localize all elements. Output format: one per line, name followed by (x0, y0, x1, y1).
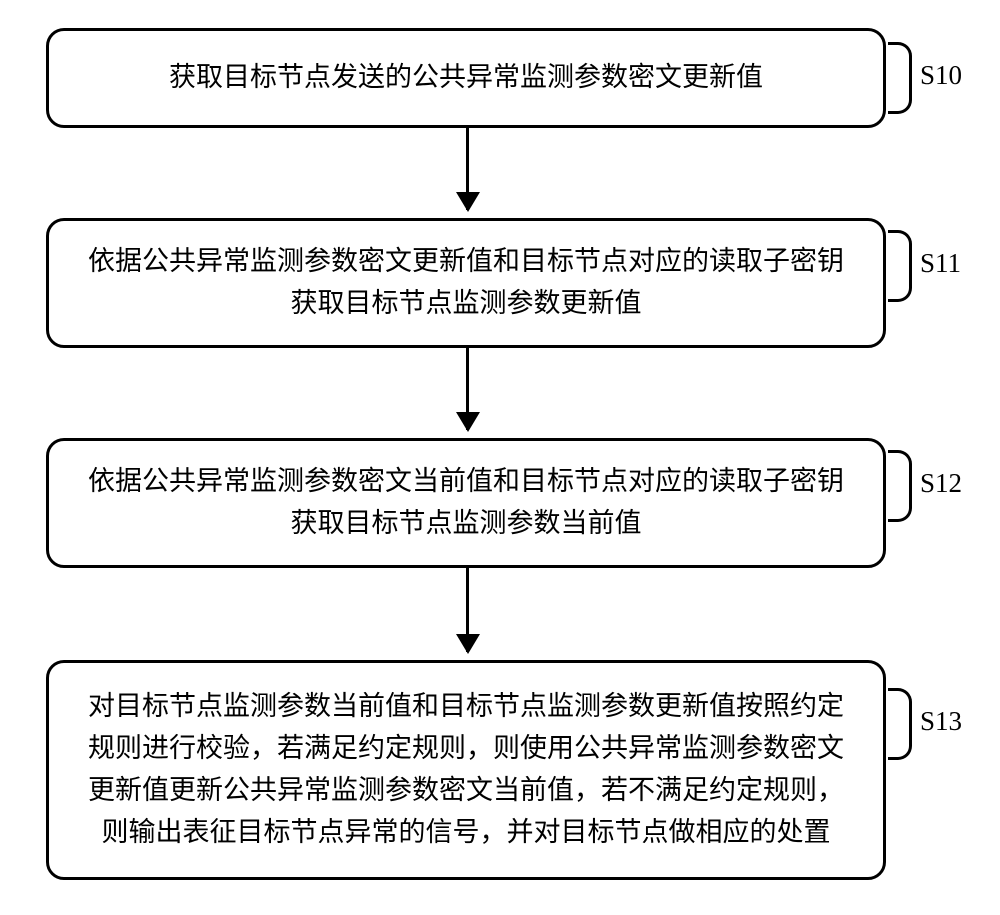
flow-arrow (466, 128, 469, 210)
flow-node-text: 依据公共异常监测参数密文更新值和目标节点对应的读取子密钥获取目标节点监测参数更新… (79, 241, 853, 325)
flow-node-s12: 依据公共异常监测参数密文当前值和目标节点对应的读取子密钥获取目标节点监测参数当前… (46, 438, 886, 568)
flow-node-tag-s12: S12 (920, 468, 962, 499)
flow-node-tag-s10: S10 (920, 60, 962, 91)
flow-node-tag-s11: S11 (920, 248, 961, 279)
flow-arrow (466, 568, 469, 652)
flow-node-s11: 依据公共异常监测参数密文更新值和目标节点对应的读取子密钥获取目标节点监测参数更新… (46, 218, 886, 348)
label-brace (888, 450, 912, 522)
flow-node-text: 依据公共异常监测参数密文当前值和目标节点对应的读取子密钥获取目标节点监测参数当前… (79, 461, 853, 545)
label-brace (888, 42, 912, 114)
flow-node-tag-s13: S13 (920, 706, 962, 737)
flow-node-text: 对目标节点监测参数当前值和目标节点监测参数更新值按照约定规则进行校验，若满足约定… (79, 686, 853, 853)
flowchart-canvas: 获取目标节点发送的公共异常监测参数密文更新值 S10 依据公共异常监测参数密文更… (0, 0, 1000, 915)
flow-node-text: 获取目标节点发送的公共异常监测参数密文更新值 (169, 57, 763, 99)
flow-node-s10: 获取目标节点发送的公共异常监测参数密文更新值 (46, 28, 886, 128)
flow-arrow (466, 348, 469, 430)
flow-node-s13: 对目标节点监测参数当前值和目标节点监测参数更新值按照约定规则进行校验，若满足约定… (46, 660, 886, 880)
label-brace (888, 688, 912, 760)
label-brace (888, 230, 912, 302)
